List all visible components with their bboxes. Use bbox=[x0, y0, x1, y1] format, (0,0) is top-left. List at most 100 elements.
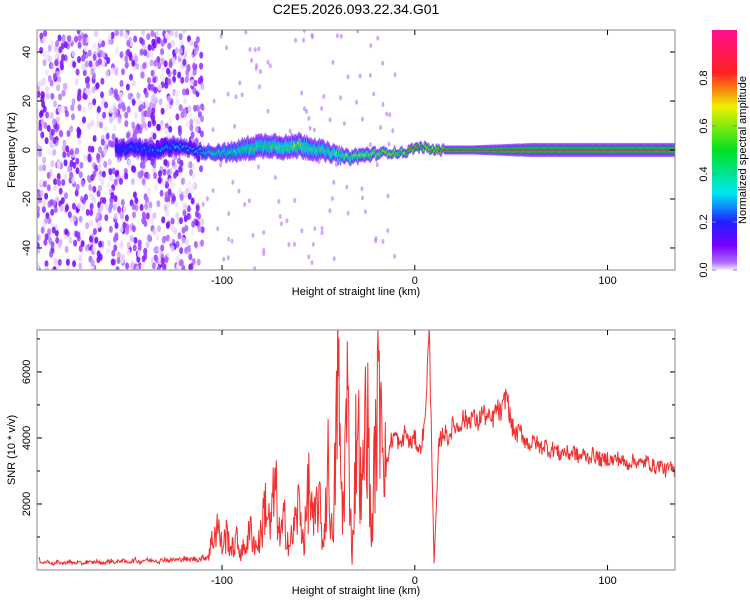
noise-cell bbox=[61, 89, 66, 97]
noise-cell bbox=[132, 191, 137, 199]
noise-cell bbox=[182, 88, 186, 96]
y-tick-label: 20 bbox=[21, 95, 33, 107]
noise-cell bbox=[77, 137, 82, 145]
colorbar-gradient bbox=[712, 30, 737, 270]
noise-cell bbox=[227, 236, 231, 242]
noise-cell bbox=[300, 228, 304, 234]
noise-cell bbox=[330, 196, 334, 202]
noise-cell bbox=[147, 77, 151, 84]
noise-cell bbox=[50, 62, 55, 70]
noise-cell bbox=[79, 161, 84, 169]
noise-cell bbox=[92, 98, 97, 106]
noise-cell bbox=[188, 161, 193, 169]
noise-cell bbox=[183, 190, 188, 198]
noise-cell bbox=[294, 37, 298, 43]
noise-cell bbox=[131, 203, 136, 211]
noise-cell bbox=[133, 35, 138, 43]
noise-cell bbox=[186, 63, 191, 71]
noise-cell bbox=[119, 177, 123, 185]
noise-cell bbox=[134, 197, 139, 205]
noise-cell bbox=[63, 173, 68, 181]
noise-cell bbox=[98, 253, 103, 261]
colorbar-tick-label: 0.6 bbox=[698, 118, 710, 133]
noise-cell bbox=[42, 164, 47, 172]
noise-cell bbox=[73, 239, 78, 247]
noise-cell bbox=[302, 30, 306, 34]
noise-cell bbox=[47, 75, 52, 82]
y-tick-label: -40 bbox=[21, 240, 33, 256]
noise-cell bbox=[177, 71, 182, 79]
noise-cell bbox=[183, 203, 188, 211]
noise-cell bbox=[303, 106, 306, 112]
noise-cell bbox=[49, 111, 54, 119]
noise-cell bbox=[124, 214, 129, 222]
noise-cell bbox=[100, 91, 104, 99]
spectrogram-ylabel: Frequency (Hz) bbox=[6, 112, 18, 188]
noise-cell bbox=[107, 33, 112, 40]
noise-cell bbox=[176, 255, 181, 263]
noise-cell bbox=[293, 197, 297, 203]
noise-cell bbox=[112, 235, 117, 243]
noise-cell bbox=[55, 40, 60, 47]
noise-cell bbox=[109, 174, 113, 182]
noise-cell bbox=[101, 60, 106, 68]
noise-cell bbox=[76, 231, 81, 239]
noise-cell bbox=[92, 135, 97, 142]
noise-cell bbox=[126, 39, 131, 47]
noise-cell bbox=[44, 265, 49, 270]
noise-cell bbox=[53, 178, 58, 186]
noise-cell bbox=[165, 209, 170, 217]
noise-cell bbox=[167, 78, 172, 85]
noise-cell bbox=[372, 91, 376, 97]
noise-cell bbox=[178, 165, 183, 173]
noise-cell bbox=[90, 119, 95, 127]
noise-cell bbox=[65, 258, 70, 266]
noise-cell bbox=[155, 234, 160, 241]
noise-cell bbox=[320, 225, 324, 231]
noise-cell bbox=[115, 46, 120, 54]
noise-cell bbox=[178, 33, 183, 41]
noise-cell bbox=[149, 101, 154, 109]
noise-cell bbox=[393, 72, 397, 78]
noise-cell bbox=[97, 163, 102, 171]
noise-cell bbox=[61, 36, 66, 44]
noise-cell bbox=[56, 162, 61, 170]
noise-cell bbox=[182, 209, 187, 217]
noise-cell bbox=[55, 236, 60, 244]
noise-cell bbox=[277, 199, 281, 204]
noise-cell bbox=[82, 106, 87, 114]
noise-cell bbox=[196, 118, 200, 126]
noise-cell bbox=[71, 202, 76, 210]
noise-cell bbox=[100, 138, 105, 146]
noise-cell bbox=[82, 69, 87, 77]
noise-cell bbox=[162, 168, 167, 176]
noise-cell bbox=[124, 32, 129, 40]
noise-cell bbox=[147, 187, 151, 195]
noise-cell bbox=[78, 171, 83, 179]
noise-cell bbox=[54, 59, 59, 67]
noise-cell bbox=[92, 244, 97, 252]
noise-cell bbox=[278, 214, 282, 219]
noise-cell bbox=[193, 79, 198, 87]
noise-cell bbox=[45, 50, 50, 57]
noise-cell bbox=[39, 109, 44, 117]
noise-cell bbox=[199, 62, 204, 70]
noise-cell bbox=[53, 100, 57, 108]
noise-cell bbox=[77, 34, 82, 42]
noise-cell bbox=[64, 110, 69, 118]
noise-cell bbox=[332, 179, 336, 185]
noise-cell bbox=[66, 130, 71, 137]
noise-cell bbox=[157, 225, 161, 233]
noise-cell bbox=[106, 182, 111, 189]
noise-cell bbox=[124, 120, 129, 128]
noise-cell bbox=[381, 60, 385, 66]
noise-cell bbox=[87, 49, 92, 57]
noise-cell bbox=[156, 123, 161, 131]
noise-cell bbox=[180, 178, 185, 185]
noise-cell bbox=[234, 94, 238, 100]
noise-cell bbox=[183, 97, 188, 104]
noise-cell bbox=[53, 257, 58, 265]
noise-cell bbox=[179, 247, 184, 255]
noise-cell bbox=[167, 188, 172, 196]
noise-cell bbox=[77, 88, 82, 96]
